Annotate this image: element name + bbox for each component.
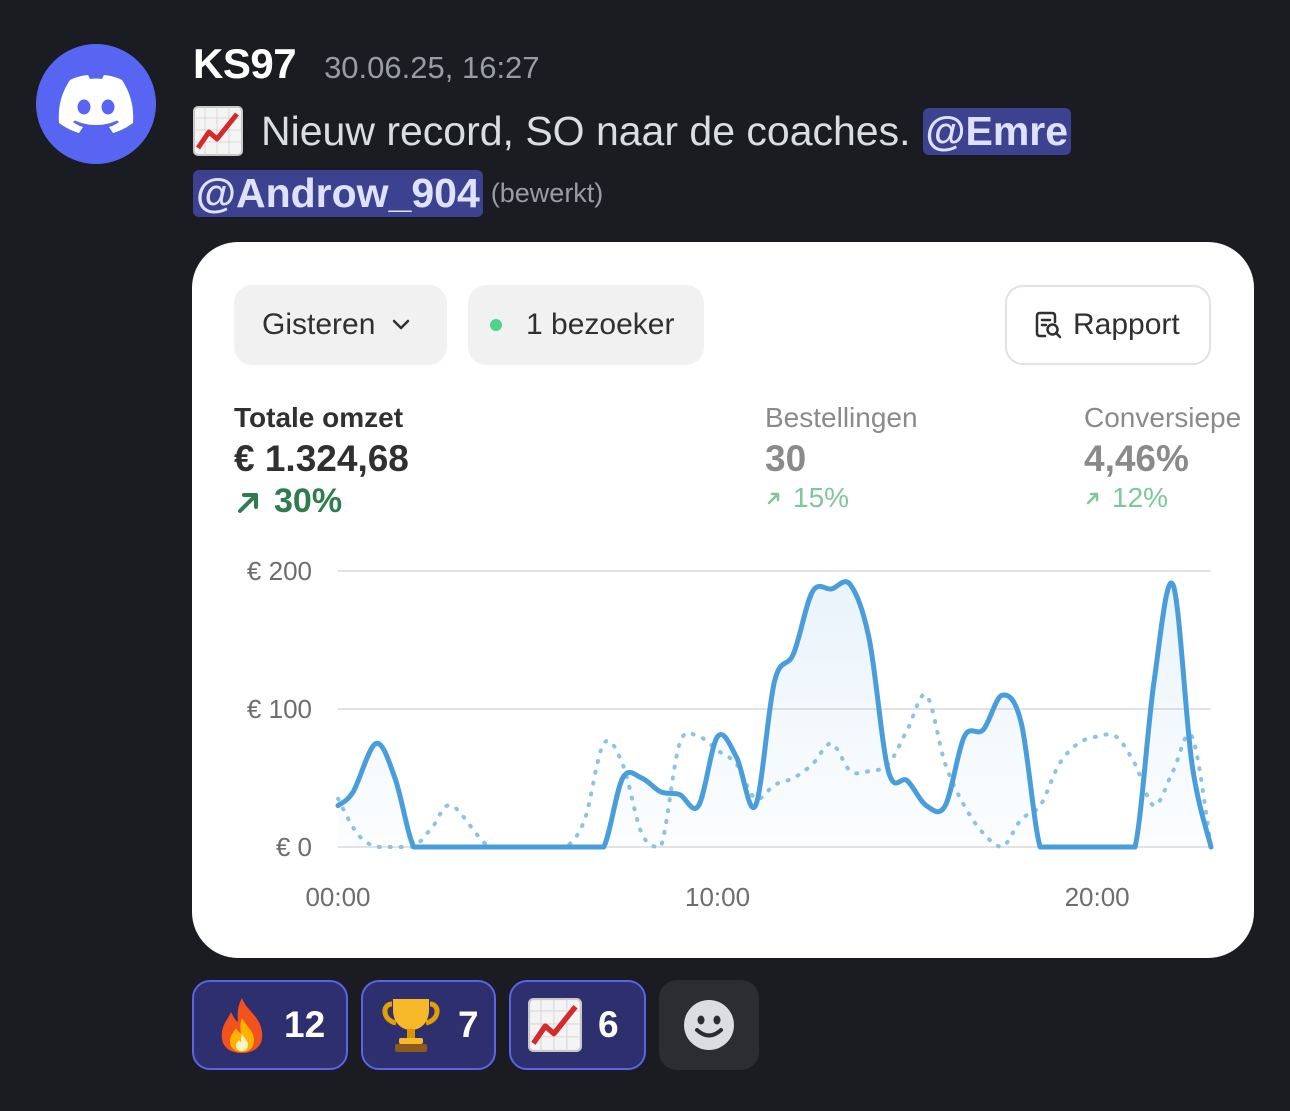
reactions-bar: 12 7 6 [192,980,759,1070]
metric-value: € 1.324,68 [234,438,409,479]
avatar[interactable] [36,44,156,164]
current-series-line [335,579,1214,850]
edited-label: (bewerkt) [490,177,604,208]
message-header: KS97 30.06.25, 16:27 [193,40,540,88]
reaction-trophy[interactable]: 7 [361,980,496,1070]
metric-value: 4,46% [1084,438,1189,479]
comparison-series-line [336,692,1213,850]
username[interactable]: KS97 [193,40,297,87]
reaction-count: 6 [598,1004,619,1045]
date-filter-label: Gisteren [262,308,376,341]
report-button: Rapport [1005,285,1211,365]
visitors-indicator: 1 bezoeker [468,285,704,365]
metric-revenue: Totale omzet € 1.324,68 30% [234,402,409,521]
metric-orders: Bestellingen 30 15% [765,402,918,514]
add-reaction-button[interactable] [659,980,759,1070]
trophy-emoji-icon [382,999,440,1052]
date-filter-dropdown: Gisteren [234,285,447,365]
arrow-up-right-icon [767,492,780,505]
analytics-card-image[interactable]: Gisteren 1 bezoeker Rapport Totale omzet… [192,242,1254,958]
metric-value: 30 [765,438,807,479]
arrow-up-right-icon [1086,492,1099,505]
report-label: Rapport [1073,308,1180,341]
message-text: Nieuw record, SO naar de coaches. [261,107,911,154]
report-search-icon [1035,311,1062,339]
message-text-line: Nieuw record, SO naar de coaches. @Emre [193,100,1072,162]
smiley-face-icon [684,1000,734,1050]
metric-change: 12% [1084,482,1241,514]
reaction-chart[interactable]: 6 [509,980,646,1070]
metric-label: Bestellingen [765,402,918,433]
fire-emoji-icon [221,998,263,1053]
visitors-label: 1 bezoeker [526,308,675,341]
x-tick-label: 20:00 [1065,882,1130,912]
metric-conversion: Conversiepe 4,46% 12% [1084,402,1241,514]
metric-change-value: 15% [793,482,850,513]
metric-change: 15% [765,482,918,514]
current-series-area [338,581,1211,847]
x-tick-label: 00:00 [305,882,370,912]
y-tick-label: € 200 [247,556,312,586]
live-dot-icon [490,319,502,331]
arrow-up-right-icon [238,492,258,513]
reaction-count: 12 [284,1004,326,1045]
reaction-count: 7 [458,1004,479,1045]
metric-change-value: 30% [274,482,343,520]
metric-change-value: 12% [1112,482,1169,513]
mention-emre[interactable]: @Emre [922,107,1072,155]
message-text-line-2: @Androw_904 (bewerkt) [193,164,603,222]
metric-label: Conversiepe [1084,402,1242,433]
mention-androw[interactable]: @Androw_904 [193,169,483,217]
discord-logo-icon [58,75,134,133]
reaction-fire[interactable]: 12 [192,980,348,1070]
chevron-down-icon [393,319,410,330]
timestamp: 30.06.25, 16:27 [324,50,540,85]
x-tick-label: 10:00 [685,882,750,912]
metric-change: 30% [234,482,409,521]
revenue-chart: € 200 € 100 € 0 00:00 10:00 20:00 [247,556,1214,912]
chart-increasing-emoji-icon [528,998,582,1052]
metric-label: Totale omzet [234,402,404,433]
y-tick-label: € 100 [247,694,312,724]
chart-increasing-emoji-icon [193,106,243,156]
y-tick-label: € 0 [276,832,312,862]
